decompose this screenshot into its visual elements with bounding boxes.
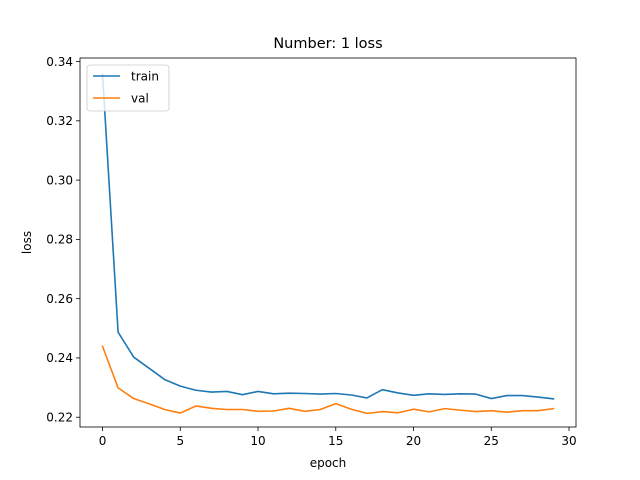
series-layer bbox=[101, 73, 555, 415]
legend-label-train: train bbox=[131, 69, 159, 83]
plot-frame bbox=[79, 57, 577, 428]
x-tick-label: 0 bbox=[99, 434, 107, 448]
y-tick-label: 0.26 bbox=[46, 292, 73, 306]
x-axis: 0 5 10 15 20 25 30 bbox=[99, 427, 577, 448]
y-tick-label: 0.24 bbox=[46, 351, 73, 365]
x-tick-label: 15 bbox=[328, 434, 343, 448]
series-line-train bbox=[101, 73, 555, 400]
y-tick-label: 0.28 bbox=[46, 233, 73, 247]
series-line-val bbox=[101, 345, 555, 415]
x-tick-label: 10 bbox=[250, 434, 265, 448]
y-tick-label: 0.32 bbox=[46, 114, 73, 128]
y-tick-label: 0.30 bbox=[46, 173, 73, 187]
legend: train val bbox=[86, 64, 170, 112]
x-tick-label: 20 bbox=[406, 434, 421, 448]
y-tick-label: 0.22 bbox=[46, 411, 73, 425]
x-tick-label: 5 bbox=[176, 434, 184, 448]
y-tick-label: 0.34 bbox=[46, 55, 73, 69]
y-axis-label: loss bbox=[20, 231, 34, 254]
x-tick-label: 30 bbox=[561, 434, 576, 448]
x-tick-label: 25 bbox=[484, 434, 499, 448]
legend-label-val: val bbox=[131, 91, 149, 105]
chart-title: Number: 1 loss bbox=[273, 36, 382, 52]
x-axis-label: epoch bbox=[310, 456, 347, 470]
y-axis: 0.22 0.24 0.26 0.28 0.30 0.32 0.34 bbox=[46, 55, 80, 425]
